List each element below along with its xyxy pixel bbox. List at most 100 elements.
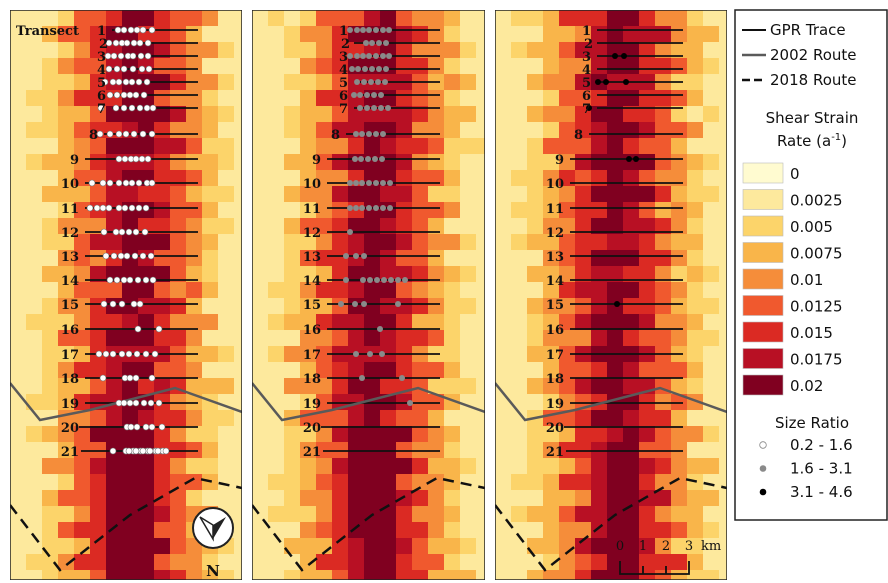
raster-cell	[74, 10, 91, 27]
raster-cell	[559, 26, 576, 43]
raster-cell	[412, 522, 429, 539]
raster-cell	[218, 442, 235, 459]
raster-cell	[639, 410, 656, 427]
size-ratio-dot	[386, 53, 392, 59]
raster-cell	[268, 42, 285, 59]
raster-cell	[476, 346, 485, 363]
size-ratio-dot	[134, 276, 142, 284]
raster-cell	[719, 186, 727, 203]
raster-cell	[476, 522, 485, 539]
raster-cell	[687, 570, 704, 580]
raster-cell	[316, 266, 333, 283]
size-ratio-dot	[377, 326, 383, 332]
raster-cell	[90, 186, 107, 203]
raster-cell	[719, 538, 727, 555]
raster-cell	[138, 234, 155, 251]
raster-cell	[202, 378, 219, 395]
raster-cell	[138, 474, 155, 491]
raster-cell	[687, 170, 704, 187]
raster-cell	[186, 138, 203, 155]
raster-cell	[460, 282, 477, 299]
raster-cell	[495, 266, 512, 283]
size-ratio-dot	[372, 156, 378, 162]
raster-cell	[186, 250, 203, 267]
raster-cell	[687, 266, 704, 283]
raster-cell	[218, 458, 235, 475]
raster-cell	[10, 74, 27, 91]
size-ratio-dot	[144, 52, 152, 60]
raster-cell	[10, 554, 27, 571]
raster-cell	[186, 458, 203, 475]
raster-cell	[348, 186, 365, 203]
raster-cell	[511, 362, 528, 379]
raster-cell	[234, 154, 242, 171]
transect-label: 20	[61, 421, 79, 436]
raster-cell	[671, 202, 688, 219]
raster-cell	[444, 442, 461, 459]
raster-cell	[186, 490, 203, 507]
raster-cell	[186, 554, 203, 571]
raster-cell	[234, 234, 242, 251]
raster-cell	[607, 458, 624, 475]
raster-cell	[380, 234, 397, 251]
size-ratio-dot	[112, 228, 120, 236]
raster-cell	[511, 506, 528, 523]
raster-cell	[495, 26, 512, 43]
raster-cell	[639, 282, 656, 299]
size-ratio-dot	[106, 276, 114, 284]
size-ratio-dot	[354, 79, 360, 85]
raster-cell	[591, 234, 608, 251]
raster-cell	[316, 282, 333, 299]
size-ratio-dot	[134, 325, 142, 333]
raster-cell	[234, 522, 242, 539]
raster-cell	[170, 218, 187, 235]
raster-cell	[575, 234, 592, 251]
raster-cell	[719, 202, 727, 219]
raster-cell	[476, 330, 485, 347]
size-ratio-dot	[121, 204, 129, 212]
raster-cell	[575, 250, 592, 267]
raster-cell	[58, 282, 75, 299]
raster-cell	[170, 26, 187, 43]
raster-cell	[511, 346, 528, 363]
raster-cell	[218, 74, 235, 91]
raster-cell	[703, 282, 720, 299]
raster-cell	[719, 346, 727, 363]
raster-cell	[559, 554, 576, 571]
raster-cell	[559, 314, 576, 331]
raster-cell	[476, 538, 485, 555]
raster-cell	[202, 58, 219, 75]
raster-cell	[300, 538, 317, 555]
raster-cell	[380, 10, 397, 27]
raster-cell	[495, 378, 512, 395]
raster-cell	[444, 298, 461, 315]
raster-cell	[284, 186, 301, 203]
size-ratio-dot	[352, 156, 358, 162]
legend-strain-swatch	[742, 321, 784, 343]
size-ratio-dot	[126, 91, 134, 99]
raster-cell	[719, 74, 727, 91]
raster-cell	[26, 122, 43, 139]
raster-cell	[234, 506, 242, 523]
size-ratio-dot	[117, 252, 125, 260]
raster-cell	[655, 362, 672, 379]
raster-cell	[332, 170, 349, 187]
raster-cell	[607, 138, 624, 155]
raster-cell	[687, 26, 704, 43]
size-ratio-dot	[365, 156, 371, 162]
size-ratio-dot	[120, 104, 128, 112]
raster-cell	[186, 10, 203, 27]
raster-cell	[90, 154, 107, 171]
raster-cell	[671, 570, 688, 580]
raster-cell	[10, 346, 27, 363]
raster-cell	[122, 138, 139, 155]
raster-cell	[234, 346, 242, 363]
raster-cell	[396, 58, 413, 75]
raster-cell	[234, 458, 242, 475]
raster-cell	[154, 10, 171, 27]
transect-label: 4	[582, 63, 591, 78]
raster-cell	[202, 298, 219, 315]
transect-label: 11	[61, 202, 79, 217]
raster-cell	[444, 170, 461, 187]
size-ratio-dot	[360, 53, 366, 59]
